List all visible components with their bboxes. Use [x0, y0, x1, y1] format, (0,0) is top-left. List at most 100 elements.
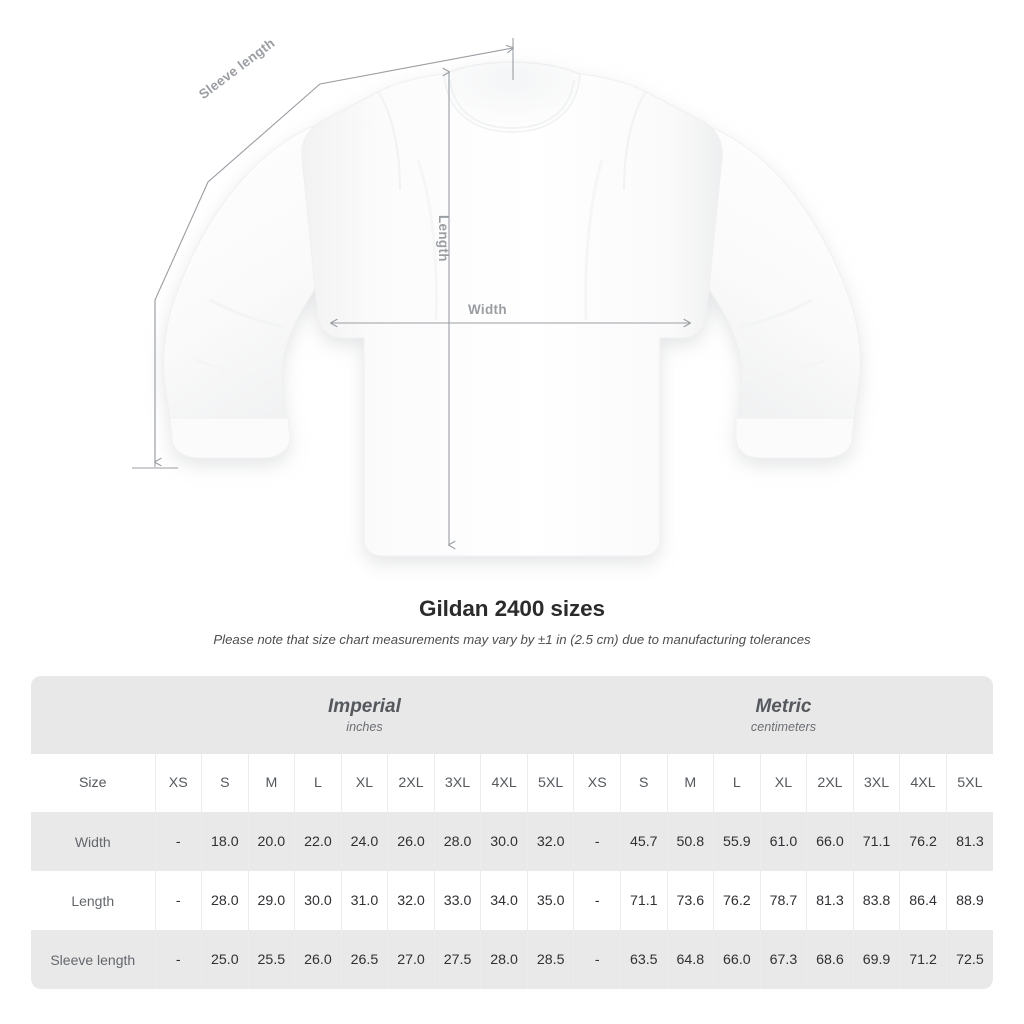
cell-sleeve-length-metric-s: 63.5	[620, 930, 668, 989]
size-header-cell-xs: XS	[573, 754, 621, 812]
cell-sleeve-length-metric-4xl: 71.2	[899, 930, 947, 989]
size-header-row: Size XS S M L XL 2XL 3XL 4XL 5XL XS S M L XL 2XL 3XL 4XL 5…	[31, 754, 993, 812]
cell-sleeve-length-imperial-2xl: 27.0	[387, 930, 435, 989]
cell-length-imperial-xs: -	[154, 871, 202, 930]
cell-width-metric-xl: 61.0	[759, 812, 807, 871]
size-header-cell-xs: XS	[154, 754, 202, 812]
unit-group-name: Imperial	[328, 695, 401, 717]
cell-sleeve-length-imperial-l: 26.0	[294, 930, 342, 989]
size-header-cell-4xl: 4XL	[899, 754, 947, 812]
cell-length-metric-4xl: 86.4	[899, 871, 947, 930]
unit-group-name: Metric	[755, 695, 812, 717]
cell-width-metric-5xl: 81.3	[945, 812, 993, 871]
cell-length-metric-3xl: 83.8	[852, 871, 900, 930]
cell-width-imperial-m: 20.0	[247, 812, 295, 871]
cell-length-metric-l: 76.2	[713, 871, 761, 930]
size-header-cell-l: L	[713, 754, 761, 812]
cell-sleeve-length-metric-xs: -	[573, 930, 621, 989]
cell-sleeve-length-metric-3xl: 69.9	[852, 930, 900, 989]
length-annotation-label: Length	[436, 215, 451, 262]
size-chart-table: Imperial inches Metric centimeters Size XS S M L…	[31, 676, 993, 989]
size-header-cell-2xl: 2XL	[387, 754, 435, 812]
size-chart-table-wrapper: Imperial inches Metric centimeters Size XS S M L…	[31, 676, 993, 989]
measurement-arrows	[132, 38, 691, 550]
cell-width-imperial-2xl: 26.0	[387, 812, 435, 871]
unit-row-spacer	[31, 676, 155, 754]
cell-length-imperial-4xl: 34.0	[480, 871, 528, 930]
size-header-cell-m: M	[247, 754, 295, 812]
cell-sleeve-length-imperial-5xl: 28.5	[526, 930, 574, 989]
size-header-cell-3xl: 3XL	[852, 754, 900, 812]
cell-length-imperial-s: 28.0	[201, 871, 249, 930]
cell-sleeve-length-metric-l: 66.0	[713, 930, 761, 989]
cell-sleeve-length-imperial-4xl: 28.0	[480, 930, 528, 989]
size-header-cell-m: M	[666, 754, 714, 812]
cell-length-imperial-2xl: 32.0	[387, 871, 435, 930]
cell-width-imperial-xs: -	[154, 812, 202, 871]
cell-width-imperial-l: 22.0	[294, 812, 342, 871]
cell-width-metric-m: 50.8	[666, 812, 714, 871]
cell-length-metric-xl: 78.7	[759, 871, 807, 930]
measurement-row-label: Width	[31, 812, 155, 871]
cell-sleeve-length-imperial-3xl: 27.5	[433, 930, 481, 989]
unit-group-imperial: Imperial inches	[155, 676, 574, 754]
size-header-cell-s: S	[620, 754, 668, 812]
table-row: Width -18.0 20.0 22.0 24.0 26.0 28.0 30.0 32.0-4…	[31, 812, 993, 871]
size-header-cell-5xl: 5XL	[526, 754, 574, 812]
cell-width-imperial-3xl: 28.0	[433, 812, 481, 871]
cell-sleeve-length-metric-2xl: 68.6	[806, 930, 854, 989]
cell-sleeve-length-imperial-xl: 26.5	[340, 930, 388, 989]
table-row: Sleeve length -25.0 25.5 26.0 26.5 27.0 27.5 28…	[31, 930, 993, 989]
garment-illustration: Sleeve length Length Width	[132, 35, 861, 557]
cell-length-metric-2xl: 81.3	[806, 871, 854, 930]
cell-length-imperial-3xl: 33.0	[433, 871, 481, 930]
cell-sleeve-length-imperial-s: 25.0	[201, 930, 249, 989]
cell-width-metric-s: 45.7	[620, 812, 668, 871]
cell-sleeve-length-metric-xl: 67.3	[759, 930, 807, 989]
measurement-row-label: Length	[31, 871, 155, 930]
size-header-cell-xl: XL	[759, 754, 807, 812]
cell-length-metric-xs: -	[573, 871, 621, 930]
long-sleeve-shirt-graphic	[163, 61, 861, 557]
table-row: Length -28.0 29.0 30.0 31.0 32.0 33.0 34.0 35.0-…	[31, 871, 993, 930]
sleeve-length-arrow	[132, 38, 514, 469]
cell-length-metric-s: 71.1	[620, 871, 668, 930]
unit-group-subtitle: centimeters	[750, 720, 817, 735]
cell-width-metric-l: 55.9	[713, 812, 761, 871]
heading-block: Gildan 2400 sizes Please note that size …	[0, 596, 1024, 647]
cell-sleeve-length-imperial-xs: -	[154, 930, 202, 989]
cell-length-metric-5xl: 88.9	[945, 871, 993, 930]
cell-width-metric-2xl: 66.0	[806, 812, 854, 871]
cell-sleeve-length-metric-m: 64.8	[666, 930, 714, 989]
size-column-header: Size	[31, 754, 155, 812]
cell-length-imperial-m: 29.0	[247, 871, 295, 930]
cell-width-imperial-4xl: 30.0	[480, 812, 528, 871]
unit-group-row: Imperial inches Metric centimeters	[31, 676, 993, 754]
size-header-cell-3xl: 3XL	[433, 754, 481, 812]
cell-width-imperial-s: 18.0	[201, 812, 249, 871]
tolerance-note: Please note that size chart measurements…	[213, 632, 811, 647]
cell-length-imperial-xl: 31.0	[340, 871, 388, 930]
size-header-cell-5xl: 5XL	[945, 754, 993, 812]
cell-width-metric-4xl: 76.2	[899, 812, 947, 871]
unit-group-subtitle: inches	[346, 720, 383, 735]
size-header-cell-s: S	[201, 754, 249, 812]
measurement-row-label: Sleeve length	[31, 930, 155, 989]
size-header-cell-4xl: 4XL	[480, 754, 528, 812]
size-header-cell-2xl: 2XL	[806, 754, 854, 812]
page-title: Gildan 2400 sizes	[419, 596, 605, 621]
cell-width-imperial-5xl: 32.0	[526, 812, 574, 871]
cell-length-imperial-l: 30.0	[294, 871, 342, 930]
cell-length-imperial-5xl: 35.0	[526, 871, 574, 930]
cell-sleeve-length-imperial-m: 25.5	[247, 930, 295, 989]
cell-width-metric-3xl: 71.1	[852, 812, 900, 871]
unit-group-metric: Metric centimeters	[573, 676, 993, 754]
cell-length-metric-m: 73.6	[666, 871, 714, 930]
cell-width-imperial-xl: 24.0	[340, 812, 388, 871]
cell-width-metric-xs: -	[573, 812, 621, 871]
cell-sleeve-length-metric-5xl: 72.5	[945, 930, 993, 989]
size-header-cell-l: L	[294, 754, 342, 812]
size-header-cell-xl: XL	[340, 754, 388, 812]
width-annotation-label: Width	[468, 302, 507, 317]
